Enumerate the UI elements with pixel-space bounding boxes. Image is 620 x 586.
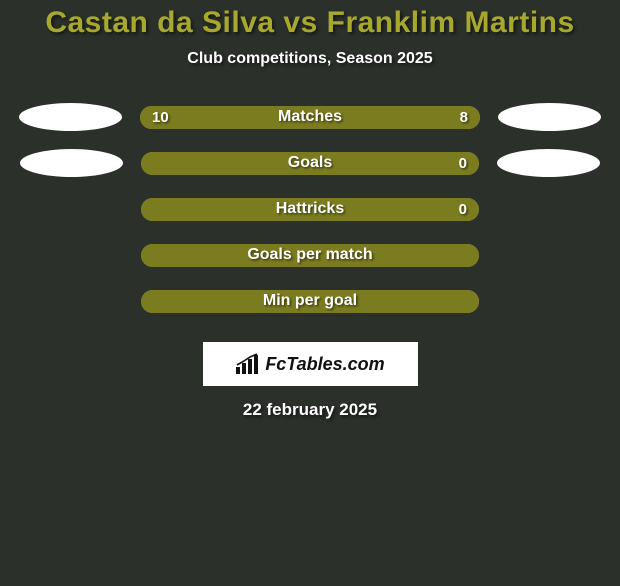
stat-label: Matches <box>278 108 342 126</box>
stat-row: Goals per match <box>0 232 620 278</box>
logo-text: FcTables.com <box>265 354 384 375</box>
stat-value-right: 0 <box>459 201 467 218</box>
stat-rows: 10 8 Matches 0 Goals 0 Hattricks Goals per matc… <box>0 94 620 324</box>
stat-bar: 0 Hattricks <box>141 198 479 221</box>
stat-row: 0 Hattricks <box>0 186 620 232</box>
player-right-avatar <box>498 103 601 131</box>
player-right-avatar <box>497 149 600 177</box>
stat-row: Min per goal <box>0 278 620 324</box>
comparison-subtitle: Club competitions, Season 2025 <box>0 50 620 68</box>
stat-label: Goals <box>288 154 332 172</box>
stat-label: Goals per match <box>247 246 372 264</box>
player-left-avatar <box>19 103 122 131</box>
chart-icon <box>235 353 261 375</box>
stat-row: 10 8 Matches <box>0 94 620 140</box>
stat-bar: 0 Goals <box>141 152 479 175</box>
stat-label: Hattricks <box>276 200 344 218</box>
snapshot-date: 22 february 2025 <box>0 400 620 420</box>
stat-label: Min per goal <box>263 292 357 310</box>
stat-row: 0 Goals <box>0 140 620 186</box>
stat-bar: 10 8 Matches <box>140 106 480 129</box>
stat-value-left: 10 <box>152 109 169 126</box>
logo-box: FcTables.com <box>203 342 418 386</box>
player-left-avatar <box>20 149 123 177</box>
comparison-title: Castan da Silva vs Franklim Martins <box>0 6 620 40</box>
stat-value-right: 8 <box>460 109 468 126</box>
stat-value-right: 0 <box>459 155 467 172</box>
stat-bar: Goals per match <box>141 244 479 267</box>
stat-bar: Min per goal <box>141 290 479 313</box>
stat-bar-fill-right <box>327 106 480 129</box>
